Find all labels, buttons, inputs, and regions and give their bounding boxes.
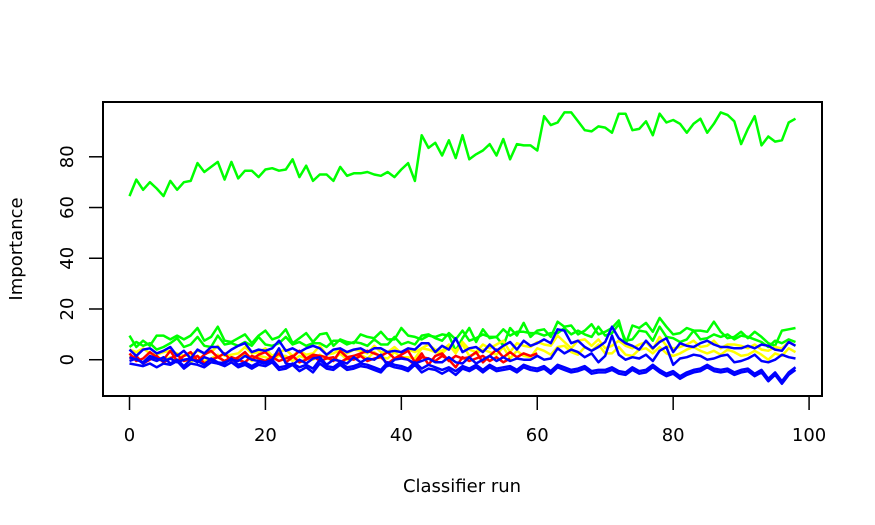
series-layer xyxy=(128,111,797,386)
x-tick-label: 80 xyxy=(662,425,685,446)
y-axis-title: Importance xyxy=(6,197,27,300)
x-tick-label: 0 xyxy=(124,425,135,446)
series-line-10 xyxy=(129,359,797,386)
series-line-1 xyxy=(128,111,797,198)
y-tick-label: 20 xyxy=(57,298,78,321)
x-tick-label: 100 xyxy=(792,425,826,446)
series-line-8 xyxy=(128,325,797,360)
x-tick-label: 60 xyxy=(526,425,549,446)
y-tick-label: 80 xyxy=(57,145,78,168)
series-line-2 xyxy=(128,316,796,353)
series-line-9 xyxy=(129,334,796,368)
y-tick-label: 0 xyxy=(57,354,78,365)
series-line-11 xyxy=(129,355,797,383)
y-tick-label: 40 xyxy=(57,247,78,270)
y-tick-label: 60 xyxy=(57,196,78,219)
x-tick-label: 20 xyxy=(254,425,277,446)
x-tick-label: 40 xyxy=(390,425,413,446)
x-axis-title: Classifier run xyxy=(403,476,521,497)
axis-layer: 0 20 40 60 80 100 0 20 40 60 80 xyxy=(57,145,826,446)
